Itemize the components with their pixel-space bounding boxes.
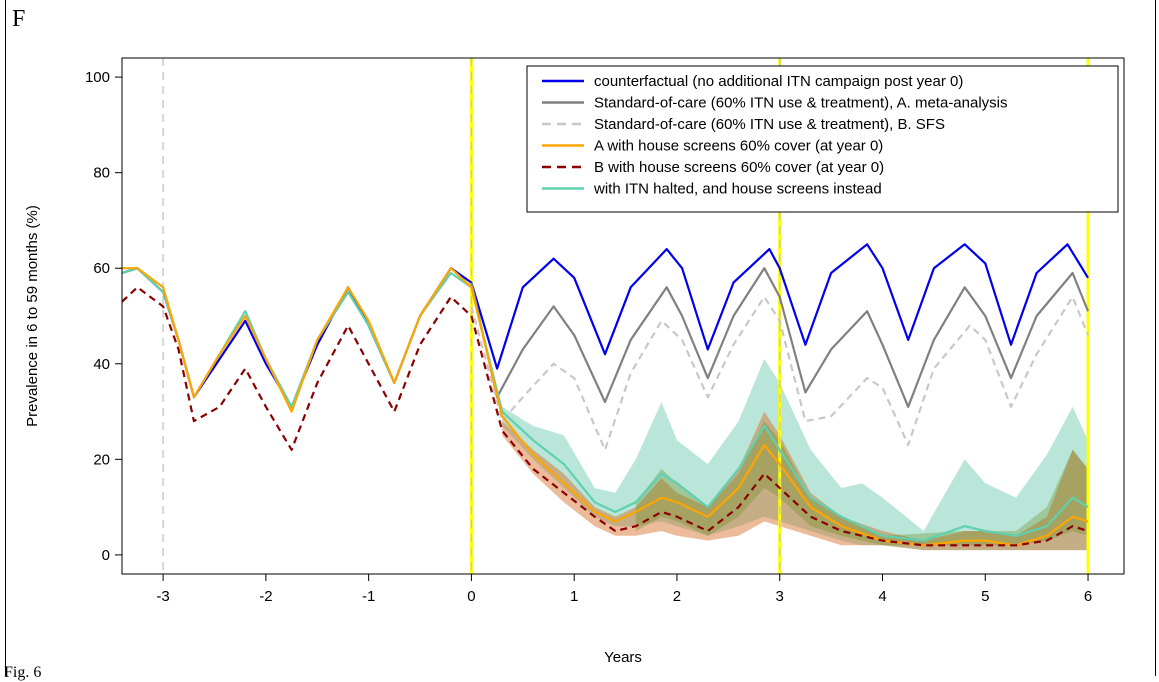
series-line-2	[470, 267, 1090, 408]
x-tick-label-5: 5	[981, 588, 989, 605]
y-tick-label-60: 60	[93, 260, 110, 277]
series-line-3	[470, 295, 1090, 451]
x-tick-label-4: 4	[878, 588, 886, 605]
uncertainty-band-1	[502, 359, 1088, 551]
y-tick-label-100: 100	[85, 69, 110, 86]
y-axis: 0 20 40 60 80 100	[85, 69, 122, 564]
series-lines	[121, 243, 1090, 547]
legend-box	[526, 65, 1119, 213]
series-line-1	[121, 243, 1089, 408]
series-line-5	[121, 286, 1089, 547]
y-axis-title: Prevalence in 6 to 59 months (%)	[24, 205, 41, 427]
y-tick-label-20: 20	[93, 451, 110, 468]
legend-label-6: with ITN halted, and house screens inste…	[593, 181, 882, 198]
legend-label-4: A with house screens 60% cover (at year …	[594, 138, 883, 155]
x-tick-label--3: -3	[156, 588, 169, 605]
x-tick-label-2: 2	[673, 588, 681, 605]
legend-label-1: counterfactual (no additional ITN campai…	[594, 73, 963, 90]
x-axis-title: Years	[604, 649, 642, 666]
y-tick-label-40: 40	[93, 356, 110, 373]
panel-letter: F	[12, 6, 26, 32]
series-line-6	[121, 267, 1089, 542]
x-tick-label-3: 3	[776, 588, 784, 605]
x-axis: -3 -2 -1 0 1 2 3 4 5 6	[156, 574, 1092, 605]
x-tick-label--1: -1	[362, 588, 375, 605]
legend: counterfactual (no additional ITN campai…	[526, 65, 1119, 213]
figure-frame	[5, 0, 1156, 676]
y-tick-label-0: 0	[102, 547, 110, 564]
x-tick-label-1: 1	[570, 588, 578, 605]
y-tick-label-80: 80	[93, 165, 110, 182]
legend-label-5: B with house screens 60% cover (at year …	[594, 159, 884, 176]
x-tick-label--2: -2	[259, 588, 272, 605]
uncertainty-bands	[502, 359, 1088, 551]
uncertainty-band-3	[635, 421, 1088, 546]
legend-label-2: Standard-of-care (60% ITN use & treatmen…	[594, 95, 1008, 112]
legend-label-3: Standard-of-care (60% ITN use & treatmen…	[594, 116, 945, 133]
x-tick-label-0: 0	[467, 588, 475, 605]
plot-area-border	[121, 57, 1125, 575]
uncertainty-band-2	[502, 411, 1088, 551]
x-tick-label-6: 6	[1084, 588, 1092, 605]
